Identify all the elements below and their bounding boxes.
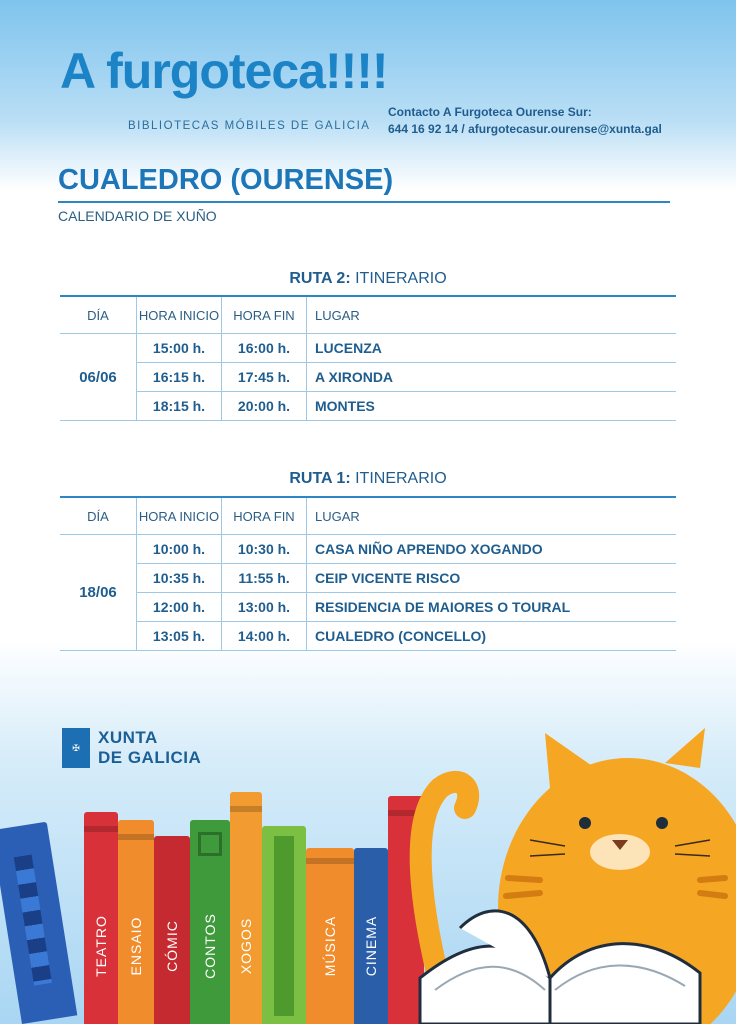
end-time: 11:55 h. <box>221 563 307 593</box>
col-day: DÍA <box>60 496 137 535</box>
contact-title: Contacto A Furgoteca Ourense Sur: <box>388 105 592 119</box>
route2-title-bold: RUTA 2: <box>289 270 351 287</box>
route2-table: DÍA HORA INICIO HORA FIN LUGAR 06/06 15:… <box>60 295 676 421</box>
start-time: 12:00 h. <box>136 592 222 622</box>
book-label: MÚSICA <box>322 915 338 977</box>
location: LUCENZA <box>306 333 676 363</box>
location: CEIP VICENTE RISCO <box>306 563 676 593</box>
book-band <box>306 858 354 864</box>
route1-title-rest: ITINERARIO <box>350 470 447 487</box>
cat-ear-right <box>665 728 705 768</box>
start-time: 10:35 h. <box>136 563 222 593</box>
end-time: 14:00 h. <box>221 621 307 651</box>
route2-title: RUTA 2: ITINERARIO <box>0 270 736 288</box>
book-label: XOGOS <box>238 917 254 975</box>
contact-details: 644 16 92 14 / afurgotecasur.ourense@xun… <box>388 122 662 136</box>
table-row: 13:05 h. 14:00 h. CUALEDRO (CONCELLO) <box>60 621 676 651</box>
book-teatro: TEATRO <box>84 812 118 1024</box>
book-band <box>388 810 424 816</box>
route2-day: 06/06 <box>60 333 137 421</box>
cat-eye-right <box>656 817 668 829</box>
book-band <box>118 834 154 840</box>
title-divider <box>58 201 670 203</box>
end-time: 10:30 h. <box>221 534 307 564</box>
route1-day: 18/06 <box>60 534 137 651</box>
col-end: HORA FIN <box>221 496 307 535</box>
table-header: DÍA HORA INICIO HORA FIN LUGAR <box>60 496 676 535</box>
calendar-subtitle: CALENDARIO DE XUÑO <box>58 208 217 224</box>
end-time: 17:45 h. <box>221 362 307 392</box>
book-stripe <box>274 836 294 1016</box>
location: CUALEDRO (CONCELLO) <box>306 621 676 651</box>
cat-whiskers <box>529 839 711 857</box>
location: MONTES <box>306 391 676 421</box>
table-row: 06/06 15:00 h. 16:00 h. LUCENZA <box>60 333 676 421</box>
xunta-logo: ✠ XUNTA DE GALICIA <box>62 728 201 768</box>
start-time: 13:05 h. <box>136 621 222 651</box>
end-time: 13:00 h. <box>221 592 307 622</box>
book-green <box>262 826 306 1024</box>
book-band <box>84 826 118 832</box>
book-band <box>230 806 262 812</box>
route2-title-rest: ITINERARIO <box>350 270 447 287</box>
xunta-line2: DE GALICIA <box>98 748 202 767</box>
xunta-line1: XUNTA <box>98 728 158 747</box>
book-musica: MÚSICA <box>306 848 354 1024</box>
location: CASA NIÑO APRENDO XOGANDO <box>306 534 676 564</box>
col-location: LUGAR <box>306 496 676 535</box>
cat-illustration <box>409 728 736 1024</box>
table-row: 16:15 h. 17:45 h. A XIRONDA <box>60 362 676 392</box>
table-row: 10:35 h. 11:55 h. CEIP VICENTE RISCO <box>60 563 676 593</box>
col-start: HORA INICIO <box>136 295 222 334</box>
table-row: 18:15 h. 20:00 h. MONTES <box>60 391 676 421</box>
book-comic: CÓMIC <box>154 836 190 1024</box>
open-book-icon <box>418 942 702 1024</box>
cat-nose <box>612 840 628 850</box>
table-row: 18/06 10:00 h. 10:30 h. CASA NIÑO APREND… <box>60 534 676 651</box>
furgoteca-logo: A furgoteca!!!! <box>60 43 389 99</box>
contact-info: Contacto A Furgoteca Ourense Sur: 644 16… <box>388 104 662 138</box>
book-label: ENSAIO <box>128 916 144 976</box>
book-label: CONTOS <box>202 913 218 979</box>
cat-muzzle <box>590 834 650 870</box>
cat-eye-left <box>579 817 591 829</box>
logo-subtitle: BIBLIOTECAS MÓBILES DE GALICIA <box>128 120 371 132</box>
book-label: TEATRO <box>93 915 109 977</box>
xunta-text: XUNTA DE GALICIA <box>98 728 201 768</box>
book-pattern <box>13 854 52 986</box>
col-end: HORA FIN <box>221 295 307 334</box>
book-label: CINEMA <box>363 915 379 977</box>
table-header: DÍA HORA INICIO HORA FIN LUGAR <box>60 295 676 334</box>
book-xogos: XOGOS <box>230 792 262 1024</box>
end-time: 20:00 h. <box>221 391 307 421</box>
location: RESIDENCIA DE MAIORES O TOURAL <box>306 592 676 622</box>
table-row: 12:00 h. 13:00 h. RESIDENCIA DE MAIORES … <box>60 592 676 622</box>
book-label: CÓMIC <box>164 920 180 972</box>
book-square <box>198 832 222 856</box>
book-cinema: CINEMA <box>354 848 388 1024</box>
start-time: 10:00 h. <box>136 534 222 564</box>
book-contos: CONTOS <box>190 820 230 1024</box>
page-title: CUALEDRO (OURENSE) <box>58 164 394 196</box>
cat-ear-left <box>545 733 595 788</box>
book-page-flip <box>458 909 552 979</box>
start-time: 16:15 h. <box>136 362 222 392</box>
col-start: HORA INICIO <box>136 496 222 535</box>
cat-stripes <box>503 875 728 899</box>
cat-tail <box>409 771 480 979</box>
route1-table: DÍA HORA INICIO HORA FIN LUGAR 18/06 10:… <box>60 496 676 651</box>
route1-title-bold: RUTA 1: <box>289 470 351 487</box>
location: A XIRONDA <box>306 362 676 392</box>
xunta-shield-icon: ✠ <box>62 728 90 768</box>
start-time: 18:15 h. <box>136 391 222 421</box>
start-time: 15:00 h. <box>136 333 222 363</box>
blue-book-icon <box>0 821 78 1024</box>
route1-title: RUTA 1: ITINERARIO <box>0 470 736 488</box>
book-lines <box>434 964 686 991</box>
book-ensaio: ENSAIO <box>118 820 154 1024</box>
col-day: DÍA <box>60 295 137 334</box>
end-time: 16:00 h. <box>221 333 307 363</box>
col-location: LUGAR <box>306 295 676 334</box>
